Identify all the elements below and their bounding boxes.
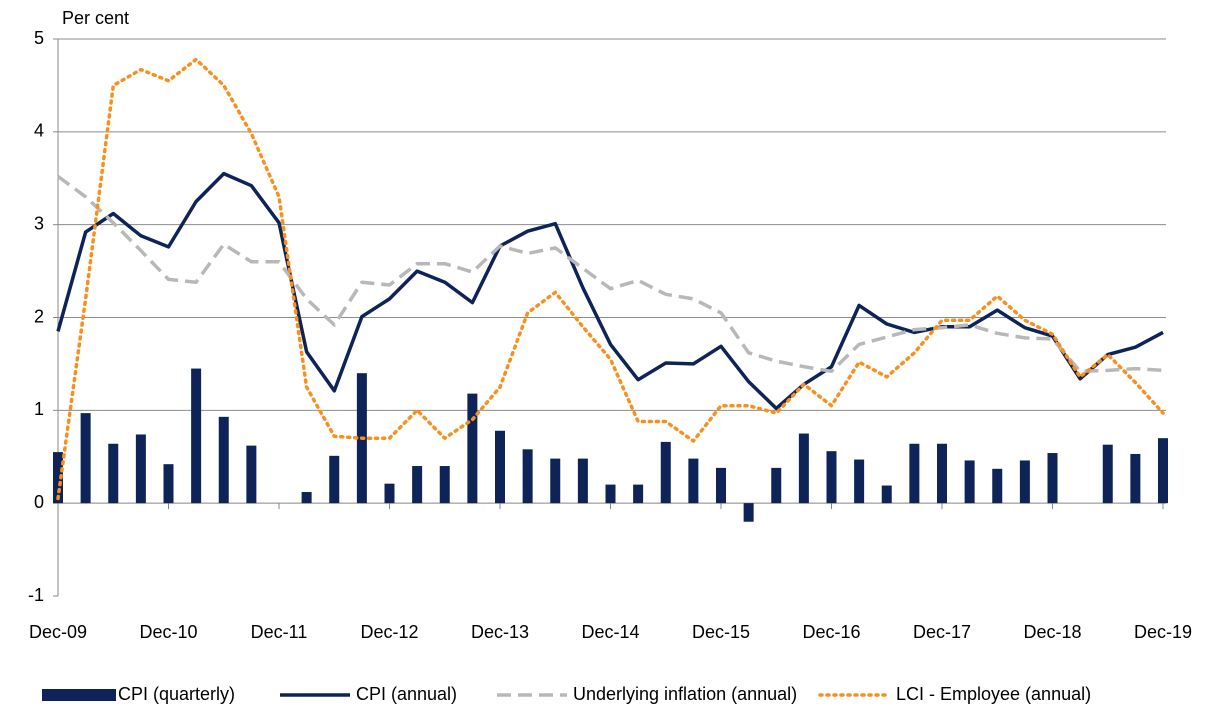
bar (80, 413, 91, 504)
legend-label: CPI (annual) (356, 684, 457, 704)
x-tick-label: Dec-12 (360, 622, 418, 642)
bar (881, 485, 892, 504)
bar (605, 484, 616, 504)
line (56, 174, 1164, 374)
y-tick-label: 0 (34, 492, 44, 512)
bar (522, 449, 533, 504)
x-tick-label: Dec-18 (1023, 622, 1081, 642)
bar (218, 416, 229, 504)
bar (163, 464, 174, 504)
bar (467, 393, 478, 504)
bar (1019, 460, 1030, 504)
x-tick-label: Dec-15 (692, 622, 750, 642)
bar (550, 458, 561, 504)
bar (439, 466, 450, 504)
x-tick-label: Dec-17 (913, 622, 971, 642)
bar (743, 503, 754, 522)
bar (826, 451, 837, 504)
x-tick-label: Dec-14 (581, 622, 639, 642)
bar (329, 455, 340, 504)
bar (909, 443, 920, 504)
bar (771, 467, 782, 504)
bar (1102, 444, 1113, 504)
bar (135, 434, 146, 504)
legend-label: Underlying inflation (annual) (573, 684, 797, 704)
x-tick-label: Dec-19 (1134, 622, 1192, 642)
bar (53, 452, 63, 504)
bar (633, 484, 644, 504)
line (56, 57, 1165, 501)
bar (1130, 453, 1141, 504)
x-tick-label: Dec-11 (251, 622, 308, 642)
bar (1047, 453, 1058, 504)
y-tick-label: 1 (34, 399, 44, 419)
x-tick-label: Dec-10 (139, 622, 197, 642)
bar (964, 460, 975, 504)
y-tick-label: 2 (34, 306, 44, 326)
bar (301, 492, 312, 504)
bar (937, 443, 947, 504)
bar (854, 459, 865, 504)
bar (384, 483, 395, 504)
y-tick-label: -1 (28, 585, 44, 605)
y-axis-label: Per cent (62, 8, 129, 28)
legend-label: CPI (quarterly) (118, 684, 235, 704)
x-tick-label: Dec-13 (471, 622, 529, 642)
x-tick-label: Dec-16 (802, 622, 860, 642)
bar (191, 368, 202, 504)
bar (992, 468, 1003, 504)
bar (688, 458, 699, 504)
legend-label: LCI - Employee (annual) (896, 684, 1091, 704)
bar (716, 467, 726, 504)
line (56, 171, 1164, 411)
bar (108, 443, 119, 504)
y-tick-label: 5 (34, 28, 44, 48)
bar (660, 441, 671, 504)
y-tick-label: 4 (34, 121, 44, 141)
bar (246, 445, 257, 504)
x-tick-label: Dec-09 (29, 622, 87, 642)
bar (1158, 438, 1168, 504)
bar (577, 458, 588, 504)
bar (798, 433, 809, 504)
bar (412, 466, 423, 504)
bar (495, 430, 505, 504)
legend-swatch (42, 689, 116, 701)
y-tick-label: 3 (34, 213, 44, 233)
